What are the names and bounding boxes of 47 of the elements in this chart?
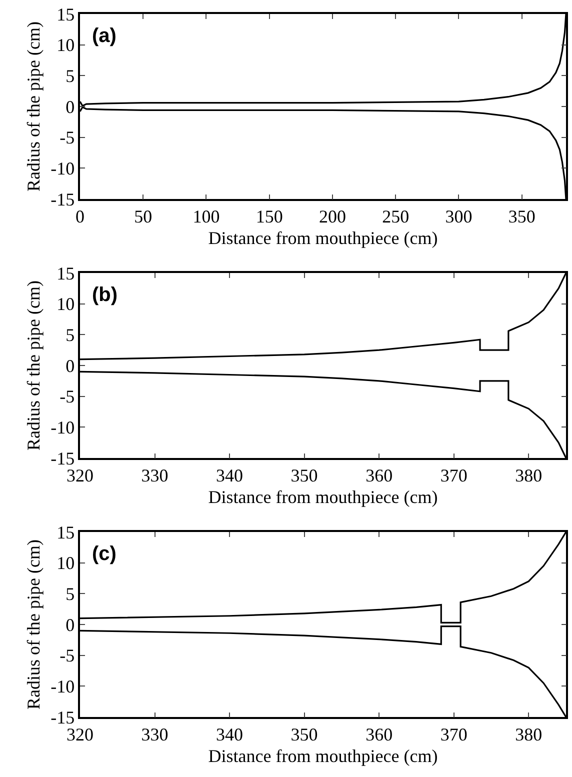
x-tick-label: 340: [216, 465, 244, 486]
annotation: (c): [92, 543, 116, 565]
y-tick-label: -5: [60, 386, 75, 407]
y-axis-title: Radius of the pipe (cm): [23, 280, 44, 450]
y-tick-label: 15: [56, 4, 75, 24]
x-tick-label: 350: [290, 465, 318, 486]
x-tick-label: 150: [256, 206, 283, 226]
annotation: (a): [92, 25, 116, 47]
y-tick-label: 5: [66, 584, 75, 604]
y-tick-label: -5: [60, 646, 75, 666]
y-tick-label: 0: [66, 96, 75, 117]
y-tick-label: 10: [56, 35, 75, 56]
y-tick-label: -10: [50, 676, 75, 696]
x-axis-title: Distance from mouthpiece (cm): [208, 228, 438, 248]
x-tick-label: 370: [440, 465, 468, 486]
y-tick-label: 5: [66, 324, 75, 345]
x-tick-label: 340: [216, 724, 244, 744]
x-tick-label: 380: [515, 724, 542, 744]
y-axis-title: Radius of the pipe (cm): [23, 22, 44, 192]
y-tick-label: -15: [50, 189, 75, 210]
x-tick-label: 370: [440, 724, 468, 744]
x-tick-label: 360: [366, 465, 393, 486]
x-tick-label: 380: [515, 465, 542, 486]
y-tick-label: 10: [56, 553, 75, 574]
y-tick-label: 10: [56, 294, 75, 314]
x-axis-title: Distance from mouthpiece (cm): [208, 486, 438, 507]
x-tick-label: 350: [508, 206, 536, 226]
x-tick-label: 360: [366, 724, 393, 744]
x-tick-label: 300: [445, 206, 472, 226]
annotation: (b): [92, 284, 118, 306]
y-tick-label: -10: [50, 158, 75, 178]
y-tick-label: -5: [60, 128, 75, 148]
x-tick-label: 350: [290, 724, 318, 744]
x-tick-label: 100: [192, 206, 220, 226]
x-axis-title: Distance from mouthpiece (cm): [208, 746, 438, 766]
y-tick-label: 15: [56, 522, 75, 542]
x-tick-label: 330: [141, 465, 168, 486]
y-axis-title: Radius of the pipe (cm): [23, 540, 44, 710]
x-tick-label: 250: [382, 206, 410, 226]
x-tick-label: 200: [318, 206, 346, 226]
y-tick-label: 5: [66, 66, 75, 86]
y-tick-label: -10: [50, 417, 75, 438]
y-tick-label: 15: [56, 263, 75, 284]
y-tick-label: 0: [66, 614, 75, 635]
x-tick-label: 330: [141, 724, 168, 744]
x-tick-label: 50: [134, 206, 152, 226]
y-tick-label: 0: [66, 356, 75, 376]
